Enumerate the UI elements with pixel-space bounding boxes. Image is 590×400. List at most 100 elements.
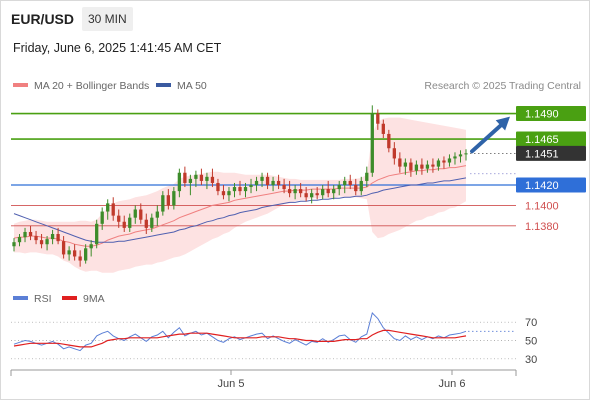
candle-body (260, 176, 264, 181)
candle-body (304, 193, 308, 198)
candle-body (133, 209, 137, 218)
candle-body (61, 241, 66, 255)
candle-body (23, 231, 27, 238)
candle-body (442, 160, 446, 163)
rsi-tick-50: 50 (525, 336, 537, 348)
candle-body (45, 239, 49, 245)
forecast-arrow (470, 116, 510, 154)
candle-body (161, 195, 165, 212)
legend-9ma: 9MA (62, 293, 105, 305)
candle-body (177, 172, 182, 192)
ma20-swatch (13, 83, 28, 88)
arrow-head (495, 116, 510, 131)
timeframe-badge[interactable]: 30 MIN (82, 7, 133, 31)
candle-body (458, 154, 463, 157)
candle-body (117, 215, 121, 222)
candle-body (381, 123, 385, 134)
candle-body (155, 211, 159, 218)
candle-body (447, 158, 452, 163)
level-labels: 1.1490 1.1465 1.1451 1.1420 1.1400 1.1380 (516, 106, 586, 233)
candle-body (414, 164, 419, 171)
candle-body (78, 256, 82, 261)
candle-body (50, 234, 55, 240)
candle-body (210, 176, 215, 183)
candle-body (398, 158, 402, 167)
legend-rsi-label: RSI (34, 293, 52, 305)
rsi-tick-70: 70 (525, 317, 537, 329)
levels (11, 112, 516, 227)
candle-body (276, 180, 281, 185)
candle-body (332, 189, 336, 194)
candle-body (122, 221, 126, 228)
candle-body (359, 180, 363, 192)
candle-body (227, 191, 231, 196)
candle-body (221, 191, 226, 196)
rsi-tick-30: 30 (525, 354, 537, 366)
ma50-swatch (156, 83, 171, 88)
candle-body (354, 185, 358, 192)
candle-body (365, 172, 369, 181)
ma20-line (13, 165, 467, 247)
candle-body (205, 176, 209, 181)
moving-averages (13, 165, 467, 247)
candle-body (464, 153, 468, 155)
candle-body (28, 231, 33, 237)
candle-body (420, 164, 424, 169)
candles (12, 105, 468, 267)
rsi-ma-line (13, 329, 467, 348)
candle-body (387, 133, 391, 149)
candle-body (34, 236, 38, 241)
level-badge-1.1465 (516, 131, 586, 147)
candle-body (216, 182, 220, 192)
candle-body (243, 187, 248, 192)
legend-ma20: MA 20 + Bollinger Bands (13, 80, 149, 92)
candle-body (425, 164, 430, 169)
legend-ma50-label: MA 50 (177, 80, 207, 92)
research-credit: Research © 2025 Trading Central (424, 80, 581, 92)
candle-body (199, 174, 204, 181)
candle-body (265, 176, 270, 185)
legend-rsi: RSI (13, 293, 52, 305)
candle-body (183, 172, 187, 183)
candle-body (431, 164, 435, 167)
candle-body (166, 195, 170, 206)
candle-body (238, 187, 242, 192)
candle-body (321, 189, 325, 196)
legend-ma20-label: MA 20 + Bollinger Bands (34, 80, 150, 92)
level-label-1.1465: 1.1465 (525, 134, 559, 146)
rsi-panel: 70 50 30 (11, 312, 537, 366)
candle-body (150, 217, 154, 228)
candle-body (315, 193, 319, 196)
candle-body (100, 211, 104, 224)
legend-9ma-label: 9MA (83, 293, 105, 305)
candle-body (56, 234, 60, 242)
candle-body (111, 203, 115, 216)
candle-body (310, 193, 314, 198)
x-axis: Jun 5 Jun 6 (10, 369, 517, 390)
candle-body (392, 148, 396, 159)
level-badge-1.1451 (516, 145, 586, 161)
rsi-swatch (13, 296, 28, 301)
candle-body (17, 237, 22, 243)
candle-body (282, 185, 286, 190)
candle-body (453, 156, 457, 159)
x-tick-label: Jun 6 (439, 378, 466, 390)
timestamp: Friday, June 6, 2025 1:41:45 AM CET (13, 41, 222, 55)
candle-body (95, 223, 99, 245)
candle-body (249, 185, 253, 188)
legend-ma50: MA 50 (156, 80, 207, 92)
rsi-line (13, 312, 467, 352)
candle-body (343, 180, 347, 185)
ma50-line (13, 177, 467, 243)
candle-body (298, 189, 303, 194)
candle-body (188, 178, 193, 183)
candle-body (254, 180, 259, 185)
candle-body (232, 187, 237, 192)
candle-body (144, 219, 148, 228)
candle-body (128, 217, 132, 228)
level-label-1.1420: 1.1420 (525, 180, 559, 192)
candle-body (293, 189, 297, 194)
candle-body (436, 160, 441, 167)
arrow-shaft (470, 119, 507, 154)
